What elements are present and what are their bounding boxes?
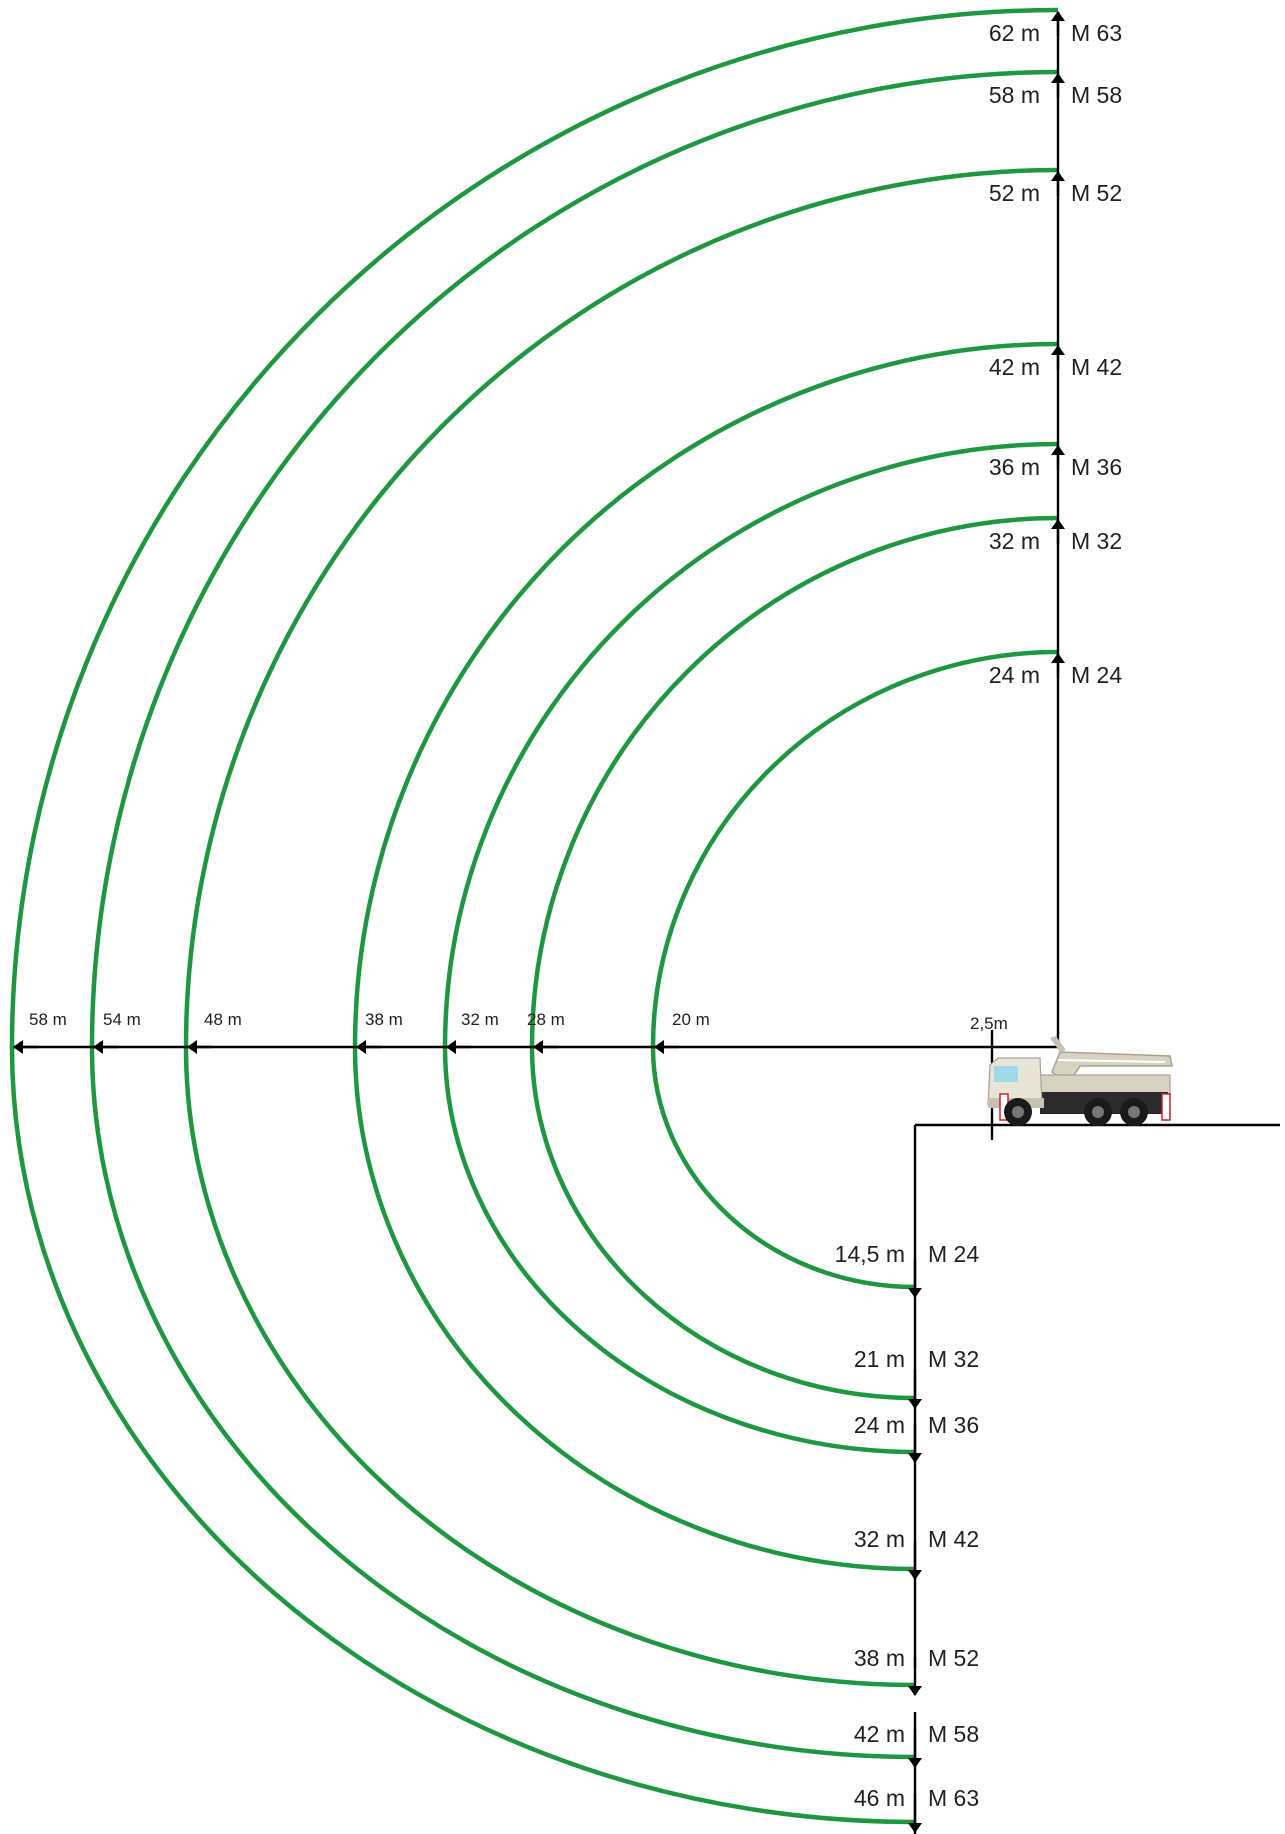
reach-label-m24: 20 m (672, 1010, 710, 1029)
height-label-m24: 24 m (989, 662, 1040, 688)
model-label-top-m58: M 58 (1071, 82, 1122, 108)
model-label-top-m52: M 52 (1071, 180, 1122, 206)
reach-label-m36: 32 m (461, 1010, 499, 1029)
reach-label-m63: 58 m (29, 1010, 67, 1029)
height-label-m36: 36 m (989, 454, 1040, 480)
height-label-m58: 58 m (989, 82, 1040, 108)
offset-label: 2,5m (970, 1014, 1008, 1033)
arc-m52 (183, 167, 1059, 1688)
model-label-top-m63: M 63 (1071, 20, 1122, 46)
reach-label-m52: 48 m (204, 1010, 242, 1029)
reach-label-m42: 38 m (365, 1010, 403, 1029)
model-label-bottom-m24: M 24 (928, 1241, 979, 1267)
arc-m24 (650, 649, 1059, 1290)
depth-label-m24: 14,5 m (835, 1241, 905, 1267)
arc-m58 (89, 69, 1059, 1760)
arc-m36 (442, 441, 1059, 1455)
model-label-top-m24: M 24 (1071, 662, 1122, 688)
depth-label-m63: 46 m (854, 1785, 905, 1811)
depth-label-m52: 38 m (854, 1645, 905, 1671)
model-label-bottom-m32: M 32 (928, 1346, 979, 1372)
arc-m42 (352, 341, 1059, 1572)
height-label-m63: 62 m (989, 20, 1040, 46)
model-label-bottom-m52: M 52 (928, 1645, 979, 1671)
height-label-m32: 32 m (989, 528, 1040, 554)
depth-label-m36: 24 m (854, 1412, 905, 1438)
height-label-m52: 52 m (989, 180, 1040, 206)
arc-m63 (9, 7, 1059, 1825)
model-label-top-m36: M 36 (1071, 454, 1122, 480)
arc-m32 (529, 515, 1059, 1401)
model-label-bottom-m58: M 58 (928, 1721, 979, 1747)
model-label-bottom-m63: M 63 (928, 1785, 979, 1811)
model-label-bottom-m42: M 42 (928, 1526, 979, 1552)
depth-label-m32: 21 m (854, 1346, 905, 1372)
axes (14, 12, 1280, 1834)
model-label-bottom-m36: M 36 (928, 1412, 979, 1438)
reach-label-m58: 54 m (103, 1010, 141, 1029)
depth-label-m58: 42 m (854, 1721, 905, 1747)
model-label-top-m32: M 32 (1071, 528, 1122, 554)
depth-label-m42: 32 m (854, 1526, 905, 1552)
reach-label-m32: 28 m (527, 1010, 565, 1029)
model-label-top-m42: M 42 (1071, 354, 1122, 380)
concrete-pump-truck-icon (987, 1036, 1173, 1126)
arrows (13, 11, 1065, 1833)
reach-arcs (9, 7, 1059, 1825)
labels: 2,5m 24 m M 24 20 m 14,5 m M 24 32 m M 32 28 m 2… (29, 20, 1122, 1811)
height-label-m42: 42 m (989, 354, 1040, 380)
